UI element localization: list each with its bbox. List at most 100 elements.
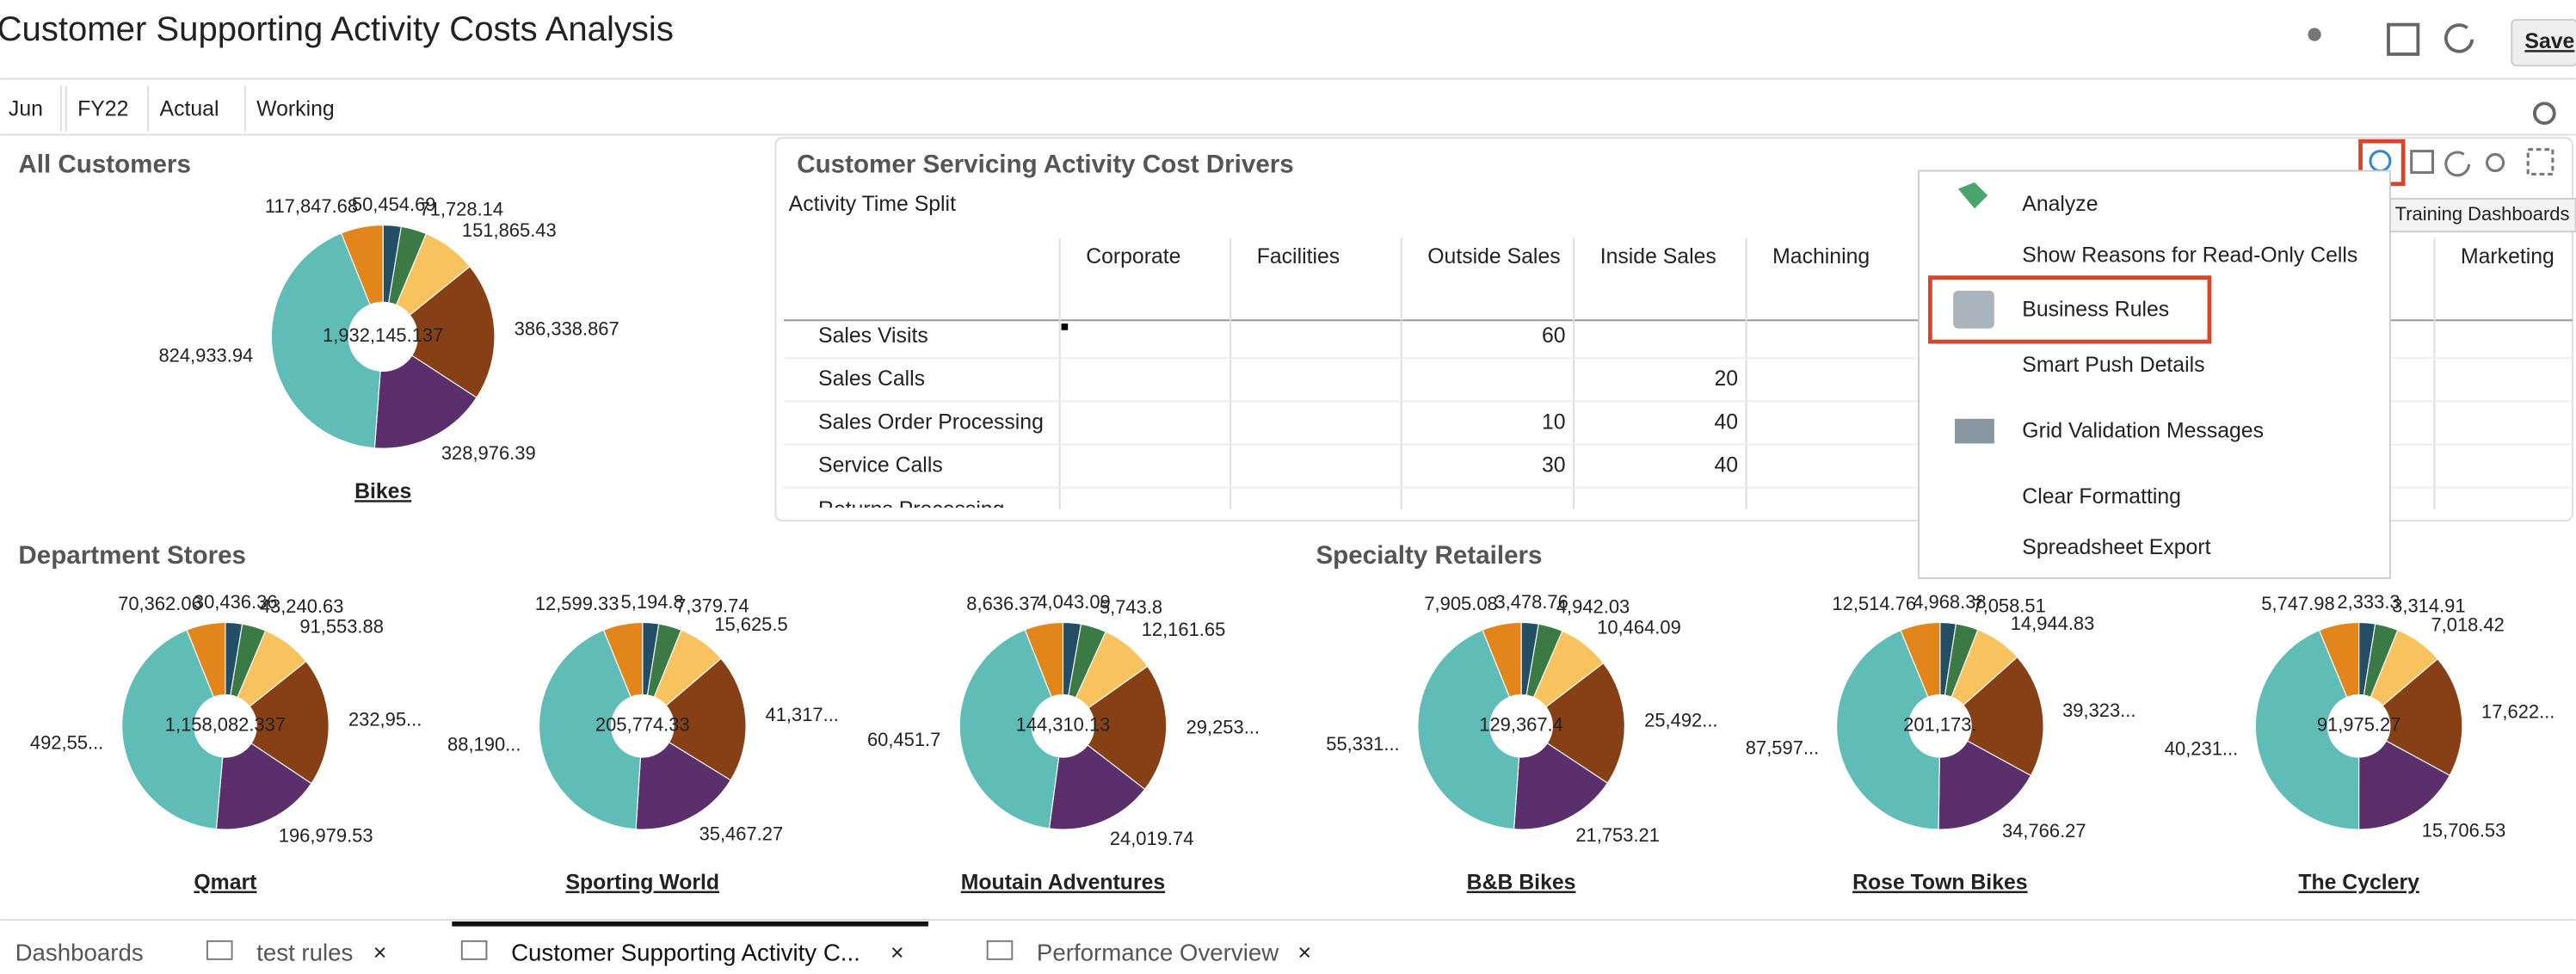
pie-slice[interactable]	[1417, 629, 1520, 830]
slice-label: 5,747.98	[2261, 593, 2334, 614]
cell-value[interactable]: 40	[1714, 410, 1738, 434]
slice-label: 60,451.7	[867, 729, 940, 750]
tab[interactable]: test rules	[256, 939, 353, 965]
page-title: Customer Supporting Activity Costs Analy…	[0, 10, 674, 48]
pie-slice[interactable]	[340, 224, 384, 305]
section-heading: All Customers	[18, 151, 191, 179]
menu-item[interactable]: Clear Formatting	[2022, 485, 2181, 509]
slice-label: 3,314.91	[2392, 595, 2465, 617]
maximize-icon[interactable]	[2526, 148, 2554, 176]
pie-center-label: 144,310.13	[1016, 714, 1111, 736]
menu-item[interactable]: Spreadsheet Export	[2022, 536, 2210, 559]
pie-slice[interactable]	[538, 629, 642, 830]
pie-slice[interactable]	[1836, 629, 1940, 830]
pie-title[interactable]: The Cyclery	[2298, 872, 2419, 895]
slice-label: 39,323...	[2062, 700, 2135, 721]
pie-slice[interactable]	[1482, 621, 1522, 698]
edit-icon[interactable]	[2387, 22, 2420, 56]
menu-item[interactable]: Analyze	[2022, 193, 2098, 216]
slice-label: 70,362.06	[118, 593, 202, 614]
pie-slice[interactable]	[635, 741, 731, 830]
tab-close[interactable]: ×	[373, 940, 387, 965]
validation-icon	[1955, 418, 1994, 444]
pie-title[interactable]: Rose Town Bikes	[1852, 872, 2027, 895]
tab[interactable]: Performance Overview	[1037, 939, 1279, 965]
pie-slice[interactable]	[1938, 740, 2032, 830]
pie-title[interactable]: Moutain Adventures	[961, 872, 1165, 895]
save-grid-icon[interactable]	[2410, 150, 2435, 174]
pie-slice[interactable]	[1900, 621, 1941, 698]
pov-member[interactable]: FY22	[77, 97, 128, 120]
slice-label: 43,240.63	[260, 595, 344, 617]
user-icon[interactable]	[2308, 28, 2321, 41]
pie-slice[interactable]	[270, 232, 381, 449]
pie-slice[interactable]	[186, 621, 226, 698]
slice-label: 4,043.09	[1037, 591, 1110, 613]
pie-title[interactable]: Bikes	[354, 480, 411, 503]
pie-slice[interactable]	[1545, 662, 1625, 784]
pie-title[interactable]: Sporting World	[565, 872, 719, 895]
menu-item[interactable]: Smart Push Details	[2022, 354, 2204, 377]
menu-item[interactable]: Business Rules	[2022, 298, 2169, 321]
pie-slice[interactable]	[1513, 742, 1609, 830]
slice-label: 7,905.08	[1424, 593, 1497, 614]
refresh-icon[interactable]	[2444, 23, 2474, 53]
slice-label: 87,597...	[1746, 737, 1819, 758]
pie-slice[interactable]	[958, 629, 1060, 829]
pie-slice[interactable]	[1048, 744, 1146, 830]
pie-slice[interactable]	[373, 354, 478, 449]
pie-slice[interactable]	[665, 657, 747, 781]
slice-label: 232,95...	[348, 708, 422, 730]
slice-label: 88,190...	[447, 733, 521, 755]
cell-value[interactable]: 60	[1542, 324, 1566, 348]
cell-value[interactable]: 10	[1542, 410, 1566, 434]
slice-label: 17,622...	[2481, 701, 2554, 723]
pie-slice[interactable]	[1087, 665, 1168, 791]
tab-close[interactable]: ×	[1297, 940, 1311, 965]
row-header: Service Calls	[818, 453, 943, 477]
refresh-grid-icon[interactable]	[2444, 151, 2471, 177]
cell-value[interactable]: 30	[1542, 453, 1566, 477]
grid-title: Customer Servicing Activity Cost Drivers	[797, 151, 1294, 179]
tab-close[interactable]: ×	[891, 940, 904, 965]
pie-slice[interactable]	[1024, 621, 1064, 698]
pie-slice[interactable]	[409, 265, 496, 398]
menu-item[interactable]: Grid Validation Messages	[2022, 420, 2264, 443]
save-label[interactable]: Save	[2524, 30, 2574, 53]
slice-label: 7,379.74	[675, 595, 749, 617]
pov-member[interactable]: Working	[256, 97, 335, 120]
pie-slice[interactable]	[2382, 657, 2463, 777]
pov-member[interactable]: Jun	[9, 97, 43, 120]
slice-label: 12,161.65	[1142, 619, 1226, 640]
menu-item[interactable]: Show Reasons for Read-Only Cells	[2022, 244, 2357, 267]
pie-slice[interactable]	[249, 660, 330, 785]
pie-slice[interactable]	[215, 743, 312, 830]
slice-label: 25,492...	[1644, 710, 1717, 731]
pie-title[interactable]: B&B Bikes	[1467, 872, 1576, 895]
slice-label: 15,625.5	[714, 613, 787, 635]
slice-label: 5,194.8	[621, 591, 684, 613]
tab[interactable]: Dashboards	[15, 939, 144, 965]
cell-value[interactable]: 20	[1714, 367, 1738, 391]
pie-slice[interactable]	[1963, 656, 2044, 777]
pie-title[interactable]: Qmart	[194, 872, 256, 895]
slice-label: 50,454.69	[352, 194, 436, 215]
section-heading: Department Stores	[18, 541, 246, 570]
settings-icon[interactable]	[2532, 102, 2556, 126]
pie-slice[interactable]	[2254, 629, 2360, 830]
pie-slice[interactable]	[2357, 740, 2451, 830]
pie-slice[interactable]	[602, 621, 644, 698]
slice-label: 71,728.14	[419, 198, 503, 219]
slice-label: 824,933.94	[158, 345, 253, 367]
tab[interactable]: Customer Supporting Activity C...	[511, 939, 860, 965]
cell-marker	[1061, 324, 1069, 330]
cell-value[interactable]: 40	[1714, 453, 1738, 477]
pie-slice[interactable]	[2318, 621, 2360, 698]
pov-member[interactable]: Actual	[160, 97, 219, 120]
tab-icon	[206, 940, 233, 960]
grid-settings-icon[interactable]	[2485, 152, 2505, 173]
column-header: Machining	[1772, 245, 1870, 268]
save-button[interactable]	[2511, 18, 2576, 67]
pie-slice[interactable]	[121, 629, 224, 830]
